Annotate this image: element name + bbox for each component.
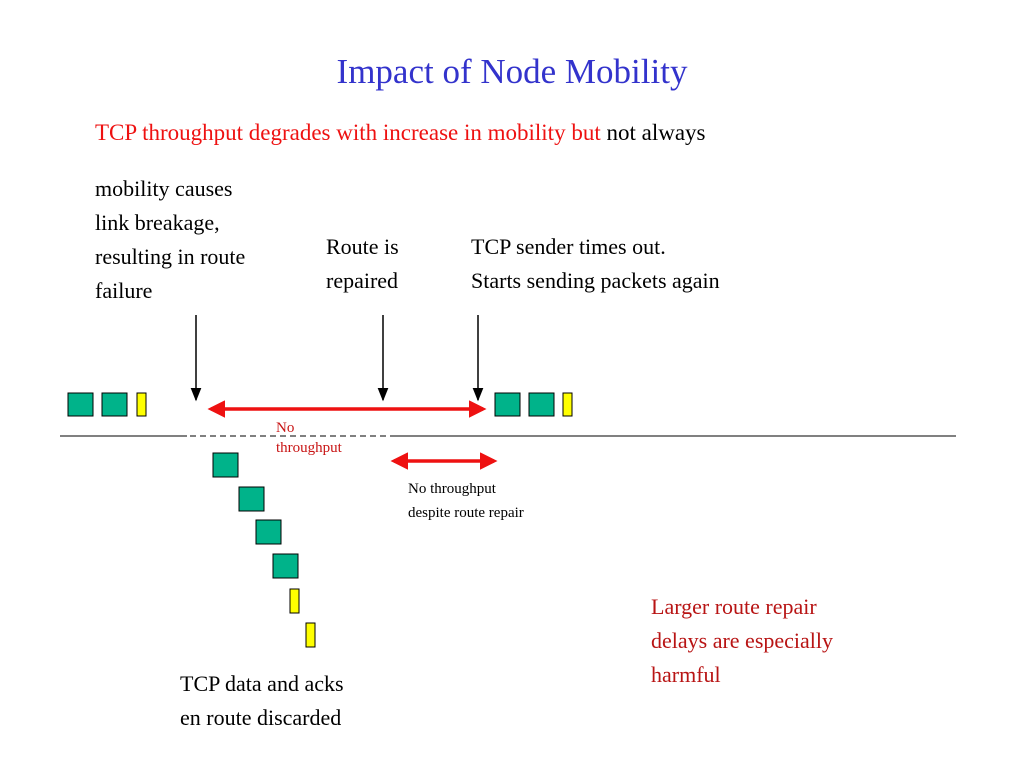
- data-packet: [494, 392, 521, 417]
- label-line: mobility causes: [95, 176, 233, 201]
- label-line: Larger route repair: [651, 594, 817, 619]
- label-line: en route discarded: [180, 705, 342, 730]
- label-route-repaired: Route is repaired: [326, 230, 399, 298]
- label-line: resulting in route: [95, 244, 246, 269]
- label-line: harmful: [651, 662, 721, 687]
- discarded-data-packet: [238, 486, 265, 512]
- label-line: TCP sender times out.: [471, 234, 666, 259]
- discarded-data-packet: [255, 519, 282, 545]
- label-sender-timeout: TCP sender times out. Starts sending pac…: [471, 230, 720, 298]
- label-line: Starts sending packets again: [471, 268, 720, 293]
- data-packet: [528, 392, 555, 417]
- label-line: repaired: [326, 268, 399, 293]
- label-line: Route is: [326, 234, 399, 259]
- page-title: Impact of Node Mobility: [336, 52, 688, 91]
- label-no-throughput-despite-repair: No throughput despite route repair: [408, 477, 524, 525]
- label-repair-delays-harmful: Larger route repair delays are especiall…: [651, 590, 833, 692]
- label-line: delays are especially: [651, 628, 834, 653]
- label-line: No: [276, 420, 295, 436]
- label-no-throughput: No throughput: [276, 418, 342, 458]
- subtitle-red-text: TCP throughput degrades with increase in…: [95, 120, 601, 145]
- discarded-ack-packet: [289, 588, 300, 614]
- subtitle-black-text: not always: [606, 120, 706, 145]
- label-line: failure: [95, 278, 153, 303]
- discarded-data-packet: [272, 553, 299, 579]
- label-mobility-causes: mobility causes link breakage, resulting…: [95, 172, 245, 308]
- label-packets-discarded: TCP data and acks en route discarded: [180, 667, 344, 735]
- ack-packet: [136, 392, 147, 417]
- discarded-ack-packet: [305, 622, 316, 648]
- label-line: link breakage,: [95, 210, 220, 235]
- data-packet: [101, 392, 128, 417]
- data-packet: [67, 392, 94, 417]
- label-line: TCP data and acks: [180, 671, 344, 696]
- label-line: despite route repair: [408, 505, 524, 521]
- label-line: No throughput: [408, 481, 496, 497]
- discarded-data-packet: [212, 452, 239, 478]
- subtitle: TCP throughput degrades with increase in…: [95, 120, 705, 146]
- ack-packet: [562, 392, 573, 417]
- label-line: throughput: [276, 440, 342, 456]
